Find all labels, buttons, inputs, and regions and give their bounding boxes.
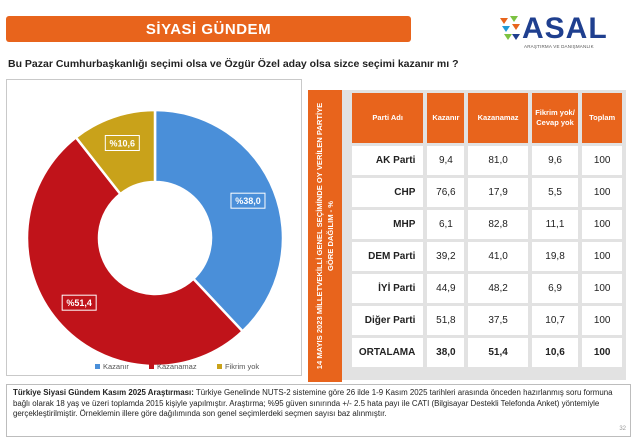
value-cell: 51,4 xyxy=(468,338,528,367)
value-cell: 100 xyxy=(582,306,622,335)
slice-label: %51,4 xyxy=(61,294,97,311)
table-row: CHP 76,6 17,9 5,5 100 xyxy=(352,178,622,207)
value-cell: 51,8 xyxy=(427,306,465,335)
methodology-note: Türkiye Siyasi Gündem Kasım 2025 Araştır… xyxy=(6,384,631,437)
svg-text:%51,4: %51,4 xyxy=(66,298,92,308)
party-name-cell: MHP xyxy=(352,210,424,239)
results-table-panel: 14 MAYIS 2023 MİLLETVEKİLLİ GENEL SEÇİMİ… xyxy=(308,88,626,382)
value-cell: 44,9 xyxy=(427,274,465,303)
table-header-row: Parti Adı Kazanır Kazanamaz Fikrim yok/ … xyxy=(352,93,622,143)
value-cell: 100 xyxy=(582,242,622,271)
svg-text:%38,0: %38,0 xyxy=(235,196,261,206)
party-name-cell: CHP xyxy=(352,178,424,207)
svg-text:Fikrim yok: Fikrim yok xyxy=(225,362,259,371)
side-label-text: 14 MAYIS 2023 MİLLETVEKİLLİ GENEL SEÇİMİ… xyxy=(315,102,335,370)
header-banner: SİYASİ GÜNDEM xyxy=(6,16,411,42)
value-cell: 6,9 xyxy=(531,274,579,303)
logo-tagline: ARAŞTIRMA VE DANIŞMANLIK xyxy=(524,44,594,49)
page-title: SİYASİ GÜNDEM xyxy=(145,20,272,38)
value-cell: 10,6 xyxy=(531,338,579,367)
value-cell: 81,0 xyxy=(468,146,528,175)
svg-text:%10,6: %10,6 xyxy=(110,138,136,148)
survey-question: Bu Pazar Cumhurbaşkanlığı seçimi olsa ve… xyxy=(8,58,459,70)
value-cell: 5,5 xyxy=(531,178,579,207)
note-title: Türkiye Siyasi Gündem Kasım 2025 Araştır… xyxy=(13,388,194,397)
value-cell: 82,8 xyxy=(468,210,528,239)
note-text: Türkiye Genelinde NUTS-2 sistemine göre … xyxy=(13,388,613,418)
value-cell: 100 xyxy=(582,274,622,303)
table-row: DEM Parti 39,2 41,0 19,8 100 xyxy=(352,242,622,271)
party-name-cell: ORTALAMA xyxy=(352,338,424,367)
asal-logo: ASAL ARAŞTIRMA VE DANIŞMANLIK xyxy=(498,12,616,52)
col-header-no-opinion: Fikrim yok/ Cevap yok xyxy=(531,93,579,143)
donut-chart-panel: %38,0 %51,4 %10,6 Kazanır Kazanamaz Fikrim yo… xyxy=(6,79,302,376)
table-row: MHP 6,1 82,8 11,1 100 xyxy=(352,210,622,239)
value-cell: 9,6 xyxy=(531,146,579,175)
logo-wordmark: ASAL xyxy=(522,12,608,45)
logo-icon xyxy=(500,16,520,40)
col-header-party: Parti Adı xyxy=(352,93,424,143)
legend-item: Kazanır xyxy=(95,362,129,371)
value-cell: 11,1 xyxy=(531,210,579,239)
table-side-label: 14 MAYIS 2023 MİLLETVEKİLLİ GENEL SEÇİMİ… xyxy=(308,90,342,382)
value-cell: 48,2 xyxy=(468,274,528,303)
results-table: Parti Adı Kazanır Kazanamaz Fikrim yok/ … xyxy=(348,90,626,370)
donut-slice-kazanır xyxy=(153,108,285,334)
value-cell: 39,2 xyxy=(427,242,465,271)
value-cell: 17,9 xyxy=(468,178,528,207)
col-header-total: Toplam xyxy=(582,93,622,143)
table-row: Diğer Parti 51,8 37,5 10,7 100 xyxy=(352,306,622,335)
party-name-cell: Diğer Parti xyxy=(352,306,424,335)
table-row: AK Parti 9,4 81,0 9,6 100 xyxy=(352,146,622,175)
value-cell: 100 xyxy=(582,178,622,207)
value-cell: 100 xyxy=(582,146,622,175)
value-cell: 100 xyxy=(582,210,622,239)
col-header-loses: Kazanamaz xyxy=(468,93,528,143)
value-cell: 9,4 xyxy=(427,146,465,175)
svg-text:Kazanamaz: Kazanamaz xyxy=(157,362,197,371)
donut-chart: %38,0 %51,4 %10,6 Kazanır Kazanamaz Fikrim yo… xyxy=(25,108,285,371)
col-header-wins: Kazanır xyxy=(427,93,465,143)
legend-item: Kazanamaz xyxy=(149,362,197,371)
slice-label: %10,6 xyxy=(104,134,140,151)
slice-label: %38,0 xyxy=(230,192,266,209)
legend-item: Fikrim yok xyxy=(217,362,259,371)
value-cell: 10,7 xyxy=(531,306,579,335)
chart-legend: Kazanır Kazanamaz Fikrim yok xyxy=(95,362,259,371)
value-cell: 6,1 xyxy=(427,210,465,239)
table-row: İYİ Parti 44,9 48,2 6,9 100 xyxy=(352,274,622,303)
value-cell: 38,0 xyxy=(427,338,465,367)
value-cell: 76,6 xyxy=(427,178,465,207)
value-cell: 19,8 xyxy=(531,242,579,271)
table-row: ORTALAMA 38,0 51,4 10,6 100 xyxy=(352,338,622,367)
donut-slice-fikrim-yok xyxy=(74,108,157,196)
value-cell: 37,5 xyxy=(468,306,528,335)
party-name-cell: DEM Parti xyxy=(352,242,424,271)
svg-text:Kazanır: Kazanır xyxy=(103,362,129,371)
party-name-cell: AK Parti xyxy=(352,146,424,175)
page-number: 32 xyxy=(619,425,626,432)
value-cell: 100 xyxy=(582,338,622,367)
party-name-cell: İYİ Parti xyxy=(352,274,424,303)
value-cell: 41,0 xyxy=(468,242,528,271)
